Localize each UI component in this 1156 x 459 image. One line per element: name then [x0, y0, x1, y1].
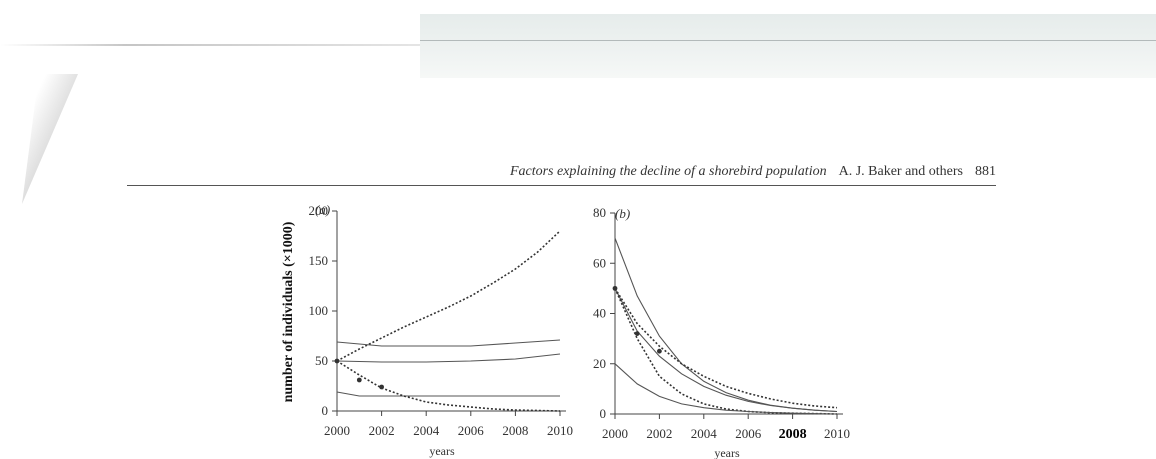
header-rule — [127, 185, 996, 186]
scan-shadow-strip — [420, 14, 1156, 78]
y-tick-label: 20 — [593, 356, 606, 371]
x-tick-label: 2004 — [413, 423, 440, 438]
series-line-5 — [336, 360, 561, 412]
series-line-2 — [336, 339, 561, 347]
scan-edge-line — [0, 44, 420, 46]
data-point — [356, 377, 362, 383]
x-tick-label: 2010 — [547, 423, 573, 438]
y-tick-label: 100 — [309, 303, 329, 318]
x-axis-label-a: years — [429, 444, 455, 458]
x-axis-label-b: years — [714, 446, 740, 459]
page-number: 881 — [975, 164, 996, 179]
data-point — [657, 348, 662, 354]
y-tick-label: 0 — [600, 406, 607, 421]
series-line-1 — [614, 237, 838, 413]
series-line-5 — [614, 363, 838, 415]
data-point — [612, 285, 618, 291]
y-tick-label: 200 — [309, 203, 329, 218]
running-head: Factors explaining the decline of a shor… — [0, 164, 996, 180]
panel-b-label: (b) — [615, 206, 630, 221]
x-tick-label: 2006 — [458, 423, 485, 438]
y-tick-label: 0 — [322, 403, 329, 418]
y-tick-label: 80 — [593, 205, 606, 220]
data-point — [634, 331, 640, 336]
data-point — [334, 358, 340, 364]
x-tick-label: 2010 — [824, 426, 850, 441]
running-head-title: Factors explaining the decline of a shor… — [509, 164, 827, 179]
x-tick-label: 2008 — [779, 427, 807, 442]
y-axis-label: number of individuals (×1000) — [281, 221, 296, 402]
x-tick-label: 2006 — [735, 426, 762, 441]
x-tick-label: 2002 — [369, 423, 395, 438]
x-tick-label: 2002 — [646, 426, 672, 441]
panel-a-label: (a) — [315, 202, 330, 217]
data-point — [379, 384, 384, 390]
series-line-3 — [336, 353, 561, 363]
x-tick-label: 2000 — [602, 426, 628, 441]
panel-b: 0 20 40 60 80 2000 2002 2004 2006 2008 2010 — [593, 205, 850, 442]
running-head-authors: A. J. Baker and others — [838, 164, 963, 179]
y-tick-label: 150 — [309, 253, 329, 268]
y-tick-label: 50 — [315, 353, 328, 368]
panel-a: 0 50 100 150 200 2000 2002 2004 2006 2008 2010 — [309, 203, 574, 438]
series-line-3 — [614, 288, 838, 413]
series-line-4 — [336, 391, 560, 397]
scan-edge-line — [420, 40, 1156, 41]
y-tick-label: 60 — [593, 255, 606, 270]
x-tick-label: 2008 — [502, 423, 528, 438]
x-tick-label: 2000 — [324, 423, 350, 438]
x-tick-label: 2004 — [691, 426, 718, 441]
series-line-1 — [336, 230, 561, 362]
y-tick-label: 40 — [593, 306, 606, 321]
